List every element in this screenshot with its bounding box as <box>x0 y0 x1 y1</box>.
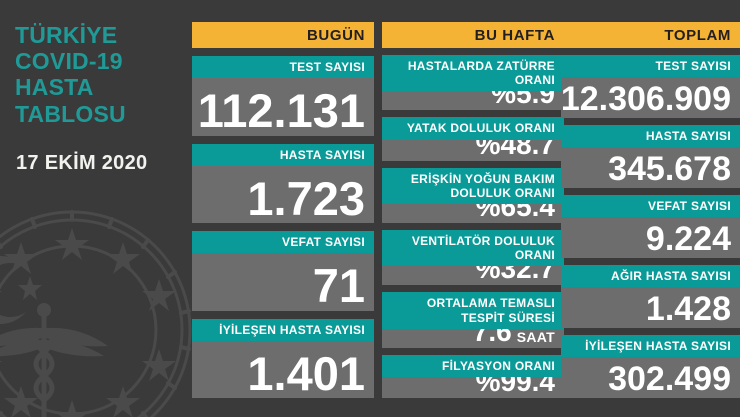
stat-number: 112.131 <box>197 84 365 136</box>
stat-label: TEST SAYISI <box>561 55 740 78</box>
stat-label: HASTA SAYISI <box>561 125 740 148</box>
stat-number: %65.4 <box>475 203 555 223</box>
stat-label: İYİLEŞEN HASTA SAYISI <box>192 318 374 341</box>
stat-value: 7.6 SAAT <box>382 329 564 348</box>
stat-number: 71 <box>312 259 365 311</box>
stat-label: VEFAT SAYISI <box>561 195 740 218</box>
stat-value: %48.7 <box>382 140 564 161</box>
stat-card: TEST SAYISI 112.131 <box>192 56 374 136</box>
stat-card: ERİŞKİN YOĞUN BAKIM DOLULUK ORANI %65.4 <box>382 167 564 224</box>
stat-value: %65.4 <box>382 204 564 223</box>
stat-card: VEFAT SAYISI 71 <box>192 231 374 311</box>
stat-label: ORTALAMA TEMASLI TESPİT SÜRESİ <box>382 292 564 329</box>
stat-label: TEST SAYISI <box>192 56 374 79</box>
stat-card: VENTİLATÖR DOLULUK ORANI %32.7 <box>382 230 564 286</box>
stat-card: AĞIR HASTA SAYISI 1.428 <box>561 265 740 328</box>
stat-value: 12.306.909 <box>561 77 740 118</box>
stat-value: %5.9 <box>382 91 564 110</box>
stat-number: 345.678 <box>608 150 731 188</box>
stat-label: YATAK DOLULUK ORANI <box>382 117 564 140</box>
column-bu-hafta: BU HAFTA HASTALARDA ZATÜRRE ORANI %5.9 YATA… <box>382 22 564 399</box>
stat-number: 1.401 <box>247 346 365 398</box>
stat-number: %99.4 <box>475 376 555 398</box>
report-date: 17 EKİM 2020 <box>16 152 148 174</box>
stat-label: HASTALARDA ZATÜRRE ORANI <box>382 55 564 92</box>
stat-label: HASTA SAYISI <box>192 143 374 166</box>
stat-card: YATAK DOLULUK ORANI %48.7 <box>382 117 564 161</box>
stat-label: ERİŞKİN YOĞUN BAKIM DOLULUK ORANI <box>382 167 564 204</box>
stat-label: VENTİLATÖR DOLULUK ORANI <box>382 230 564 267</box>
stat-number: 7.6 <box>472 328 512 347</box>
stat-card: HASTA SAYISI 345.678 <box>561 125 740 188</box>
stat-value: %32.7 <box>382 266 564 285</box>
stat-value: 1.428 <box>561 287 740 328</box>
column-header-bugun: BUGÜN <box>192 22 374 48</box>
stat-value: 345.678 <box>561 147 740 188</box>
stat-card: ORTALAMA TEMASLI TESPİT SÜRESİ 7.6 SAAT <box>382 292 564 348</box>
stat-card: İYİLEŞEN HASTA SAYISI 1.401 <box>192 318 374 398</box>
column-header-toplam: TOPLAM <box>561 22 740 48</box>
stat-number: 12.306.909 <box>561 80 731 118</box>
stat-number: %5.9 <box>491 91 555 110</box>
stat-number: 9.224 <box>645 220 731 258</box>
stat-value: 1.401 <box>192 341 374 398</box>
stat-number: %32.7 <box>475 266 555 285</box>
column-toplam: TOPLAM TEST SAYISI 12.306.909 HASTA SAYISI 3… <box>561 22 740 398</box>
stat-card: VEFAT SAYISI 9.224 <box>561 195 740 258</box>
stat-number: 1.723 <box>247 171 365 223</box>
stat-card: TEST SAYISI 12.306.909 <box>561 55 740 118</box>
stat-card: HASTALARDA ZATÜRRE ORANI %5.9 <box>382 55 564 111</box>
stat-label: FİLYASYON ORANI <box>382 354 564 377</box>
stat-label: AĞIR HASTA SAYISI <box>561 265 740 288</box>
stat-number: %48.7 <box>475 139 555 160</box>
stat-card: İYİLEŞEN HASTA SAYISI 302.499 <box>561 335 740 398</box>
stat-number: 1.428 <box>645 290 731 328</box>
stat-number: 302.499 <box>608 360 731 398</box>
stat-unit: SAAT <box>516 328 555 345</box>
stat-card: HASTA SAYISI 1.723 <box>192 143 374 223</box>
stat-card: FİLYASYON ORANI %99.4 <box>382 354 564 399</box>
stat-value: 112.131 <box>192 78 374 135</box>
stat-label: İYİLEŞEN HASTA SAYISI <box>561 335 740 358</box>
stat-value: 1.723 <box>192 166 374 223</box>
stat-value: %99.4 <box>382 377 564 398</box>
stat-label: VEFAT SAYISI <box>192 231 374 254</box>
stat-value: 9.224 <box>561 217 740 258</box>
stat-value: 302.499 <box>561 357 740 398</box>
stat-value: 71 <box>192 253 374 310</box>
title-panel: TÜRKİYE COVID-19 HASTA TABLOSU 17 EKİM 2… <box>0 0 190 417</box>
page-title: TÜRKİYE COVID-19 HASTA TABLOSU <box>15 22 126 127</box>
column-bugun: BUGÜN TEST SAYISI 112.131 HASTA SAYISI 1.723… <box>192 22 374 398</box>
column-header-bu-hafta: BU HAFTA <box>382 22 564 48</box>
